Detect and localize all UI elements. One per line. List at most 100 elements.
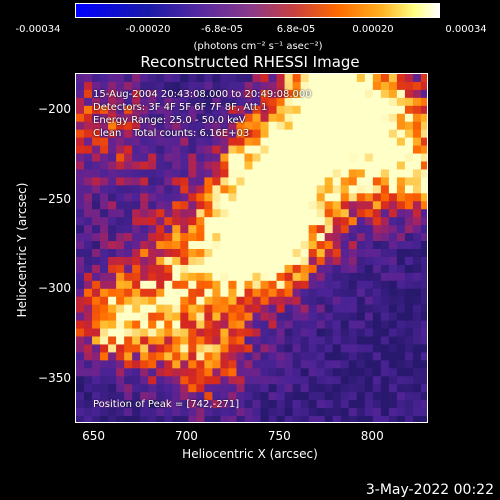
heatmap-cell	[164, 145, 173, 155]
heatmap-cell	[420, 280, 427, 290]
heatmap-cell	[372, 241, 382, 250]
heatmap-cell	[316, 320, 326, 330]
heatmap-cell	[204, 384, 213, 393]
heatmap-cell	[364, 161, 374, 171]
heatmap-cell	[324, 368, 334, 377]
heatmap-cell	[84, 249, 93, 258]
heatmap-cell	[220, 344, 230, 353]
heatmap-cell	[268, 352, 278, 361]
heatmap-cell	[236, 328, 246, 338]
heatmap-cell	[396, 201, 406, 210]
heatmap-cell	[404, 280, 414, 290]
heatmap-cell	[244, 129, 254, 139]
heatmap-cell	[164, 264, 173, 274]
heatmap-cell	[116, 376, 125, 385]
heatmap-cell	[396, 153, 406, 163]
heatmap-cell	[220, 161, 230, 171]
heatmap-cell	[220, 352, 230, 361]
heatmap-cell	[108, 241, 117, 250]
heatmap-cell	[124, 264, 133, 274]
heatmap-cell	[276, 304, 286, 314]
heatmap-cell	[164, 201, 173, 210]
heatmap-cell	[404, 121, 414, 131]
heatmap-cell	[292, 368, 302, 377]
heatmap-cell	[260, 392, 270, 401]
heatmap-cell	[132, 233, 141, 242]
heatmap-cell	[324, 304, 334, 314]
heatmap-cell	[108, 129, 117, 139]
heatmap-cell	[180, 74, 189, 83]
heatmap-cell	[124, 105, 133, 115]
heatmap-cell	[292, 280, 302, 290]
heatmap-cell	[380, 193, 390, 202]
heatmap-cell	[156, 264, 165, 274]
heatmap-cell	[140, 113, 149, 123]
heatmap-cell	[132, 217, 141, 226]
heatmap-cell	[100, 97, 109, 107]
heatmap-cell	[124, 328, 133, 338]
heatmap-cell	[188, 193, 197, 202]
heatmap-cell	[316, 400, 326, 409]
heatmap-cell	[244, 105, 254, 115]
heatmap-cell	[204, 416, 213, 422]
heatmap-cell	[92, 304, 101, 314]
heatmap-cell	[260, 161, 270, 171]
heatmap-cell	[372, 185, 382, 194]
heatmap-cell	[380, 97, 390, 107]
heatmap-cell	[268, 233, 278, 242]
heatmap-cell	[364, 121, 374, 131]
heatmap-cell	[340, 296, 350, 306]
heatmap-cell	[284, 193, 294, 202]
heatmap-cell	[316, 81, 326, 91]
heatmap-cell	[332, 249, 342, 258]
heatmap-cell	[316, 408, 326, 417]
heatmap-cell	[252, 145, 262, 155]
heatmap-cell	[364, 360, 374, 369]
heatmap-cell	[324, 264, 334, 274]
heatmap-cell	[164, 344, 173, 353]
heatmap-cell	[92, 145, 101, 155]
heatmap-cell	[196, 81, 205, 91]
heatmap-cell	[180, 296, 189, 306]
heatmap-cell	[284, 320, 294, 330]
heatmap-cell	[228, 416, 238, 422]
heatmap-cell	[412, 360, 422, 369]
heatmap-cell	[364, 209, 374, 218]
heatmap-cell	[260, 209, 270, 218]
heatmap-cell	[388, 233, 398, 242]
plot-area: 15-Aug-2004 20:43:08.000 to 20:49:08.000…	[75, 73, 428, 423]
heatmap-cell	[188, 105, 197, 115]
heatmap-cell	[348, 89, 358, 99]
heatmap-cell	[292, 312, 302, 322]
heatmap-cell	[124, 368, 133, 377]
heatmap-cell	[348, 209, 358, 218]
heatmap-cell	[308, 81, 318, 91]
heatmap-cell	[84, 225, 93, 234]
colorbar-tick-label: 0.00034	[445, 24, 487, 35]
heatmap-cell	[220, 256, 230, 266]
heatmap-cell	[324, 169, 334, 178]
heatmap-cell	[244, 241, 254, 250]
heatmap-cell	[148, 209, 157, 218]
heatmap-cell	[364, 169, 374, 178]
heatmap-cell	[300, 304, 310, 314]
heatmap-cell	[156, 81, 165, 91]
heatmap-cell	[396, 328, 406, 338]
heatmap-cell	[156, 336, 165, 346]
heatmap-cell	[348, 408, 358, 417]
heatmap-cell	[292, 344, 302, 353]
heatmap-cell	[276, 185, 286, 194]
heatmap-cell	[332, 400, 342, 409]
heatmap-cell	[332, 264, 342, 274]
heatmap-cell	[420, 185, 427, 194]
heatmap-cell	[292, 113, 302, 123]
heatmap-cell	[316, 201, 326, 210]
heatmap-cell	[340, 408, 350, 417]
heatmap-cell	[116, 233, 125, 242]
heatmap-cell	[156, 89, 165, 99]
heatmap-cell	[92, 209, 101, 218]
heatmap-cell	[100, 161, 109, 171]
heatmap-cell	[196, 153, 205, 163]
heatmap-cell	[372, 233, 382, 242]
heatmap-cell	[412, 296, 422, 306]
